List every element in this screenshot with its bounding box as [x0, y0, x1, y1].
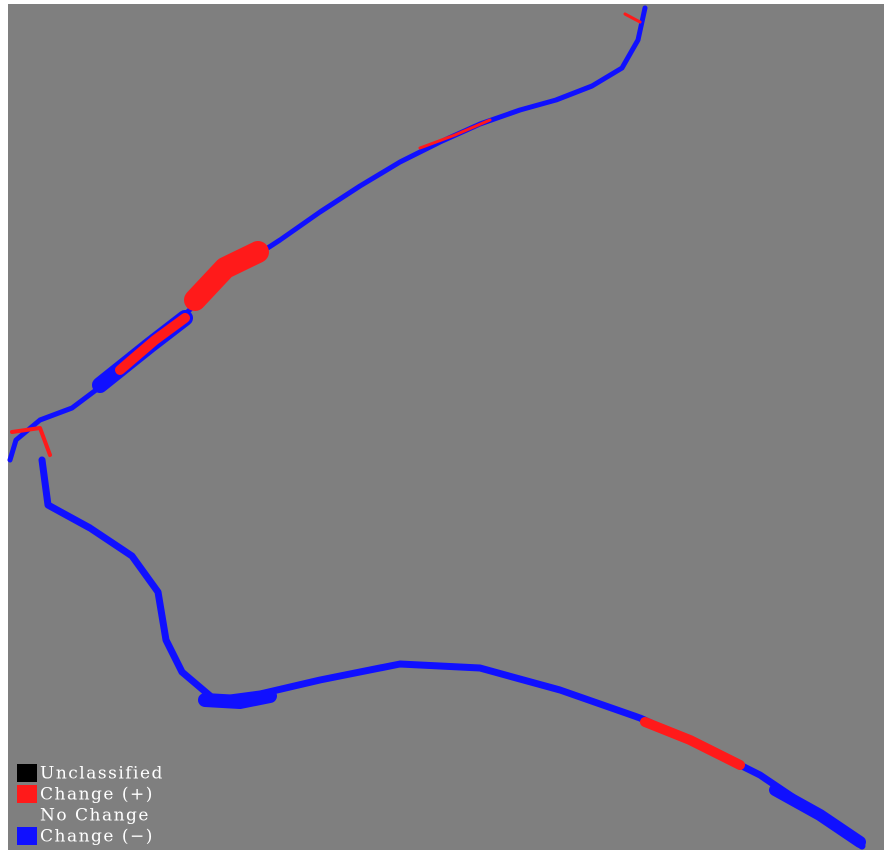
change-map: UnclassifiedChange (+)No ChangeChange (−… — [0, 0, 888, 854]
legend-swatch — [17, 764, 37, 782]
legend-swatch — [17, 827, 37, 845]
map-background — [8, 4, 884, 850]
legend-label: Change (+) — [40, 785, 154, 805]
legend-label: Change (−) — [40, 827, 154, 847]
page: {"legend": {"items": [ {"label": "Unclas… — [0, 0, 888, 854]
coast-wide — [205, 696, 270, 702]
legend-label: Unclassified — [40, 764, 164, 784]
legend-label: No Change — [40, 806, 150, 826]
legend-swatch — [17, 785, 37, 803]
legend-swatch — [17, 806, 37, 824]
